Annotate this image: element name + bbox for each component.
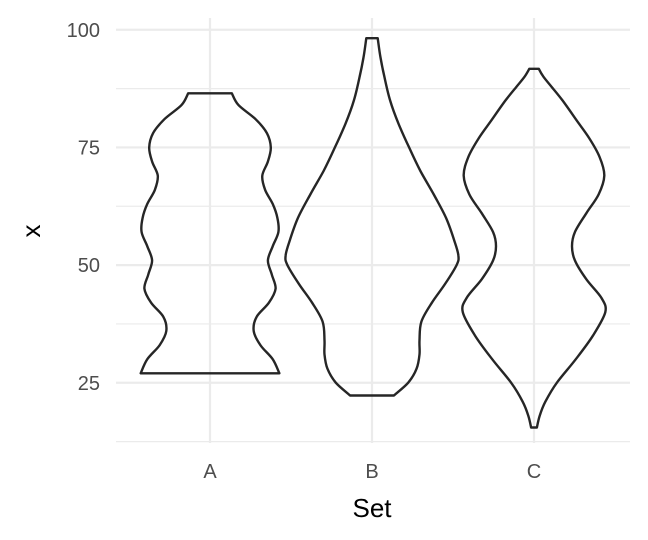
violin-a <box>139 92 281 375</box>
violin-b <box>284 37 460 397</box>
x-tick-label: A <box>203 461 217 483</box>
y-axis-title: x <box>16 225 46 238</box>
major-gridlines <box>116 18 630 443</box>
x-axis-title: Set <box>352 493 392 523</box>
y-tick-label: 25 <box>78 373 100 395</box>
x-tick-labels: A B C <box>203 461 541 483</box>
x-tick-label: B <box>365 461 378 483</box>
y-tick-label: 100 <box>67 20 100 42</box>
y-tick-label: 75 <box>78 137 100 159</box>
y-tick-label: 50 <box>78 255 100 277</box>
x-tick-label: C <box>527 461 541 483</box>
violin-layer <box>139 37 607 429</box>
y-tick-labels: 25 50 75 100 <box>67 20 100 395</box>
violin-c <box>461 67 607 429</box>
